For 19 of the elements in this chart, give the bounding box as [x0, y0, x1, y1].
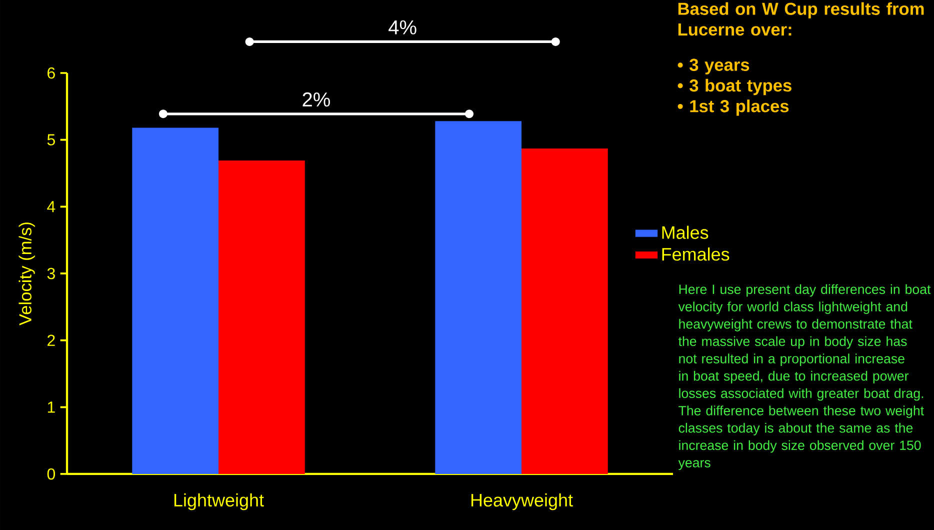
- text: • 1st 3 places: [678, 100, 789, 116]
- y-tick-label: 5: [47, 134, 55, 146]
- y-tick-label: 6: [48, 67, 55, 79]
- text: 4%: [388, 20, 416, 34]
- x-tick-label: Lightweight: [174, 493, 264, 510]
- legend-label: Males: [662, 226, 708, 239]
- y-tick-label: 3: [47, 268, 55, 280]
- y-tick-label: 2: [48, 334, 55, 346]
- legend-label: Females: [662, 247, 730, 261]
- y-tick-label: 4: [47, 201, 56, 212]
- text: • 3 boat types: [678, 78, 792, 96]
- text: Based on W Cup results from Lucerne over:: [678, 2, 924, 36]
- y-axis-title: Velocity (m/s): [18, 222, 35, 326]
- text: • 3 years: [678, 58, 750, 74]
- y-tick-label: 1: [48, 402, 55, 413]
- x-tick-label: Heavyweight: [471, 493, 573, 510]
- text: Here I use present day differences in boat velocity for world class lightweight and heavyweight crews to demonstrate that the massive scale up in body size has not resulted in a proportional increase in boat speed, due to increased power losses associated with greater boat drag. The difference between these two weight classes today is about the same as the increase in body size observed over 150 years: [678, 284, 931, 470]
- annotation: 2%: [302, 92, 330, 107]
- y-tick-label: 0: [47, 468, 56, 480]
